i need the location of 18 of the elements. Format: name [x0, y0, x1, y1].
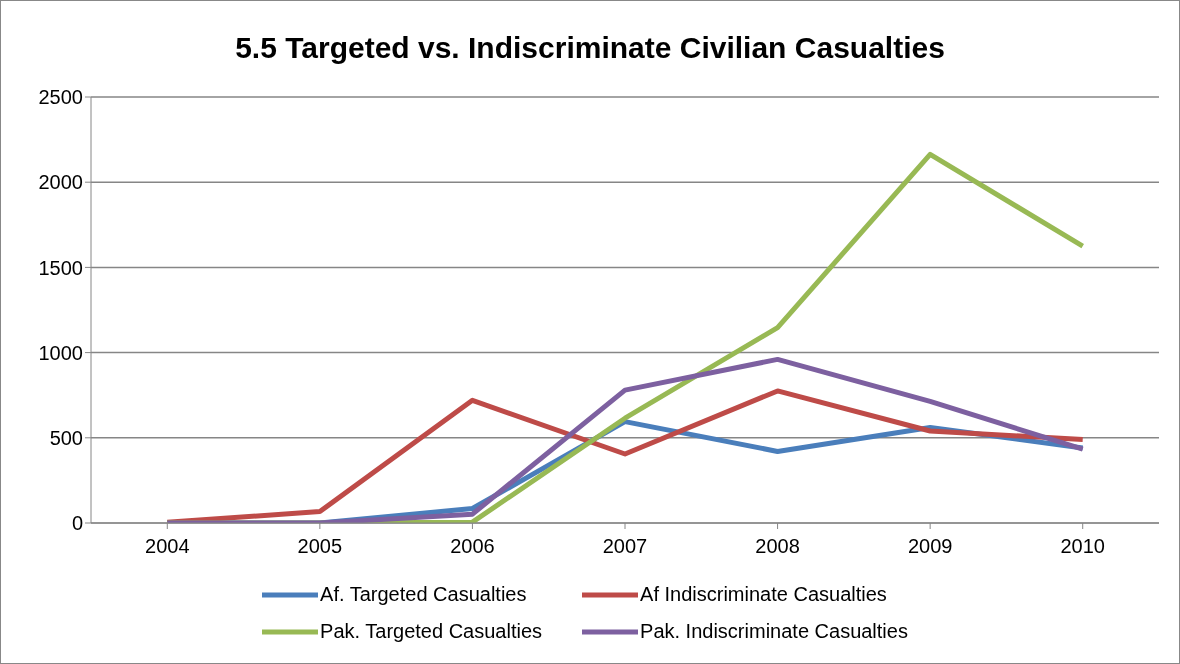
x-tick-label: 2008 [755, 535, 800, 557]
x-tick-label: 2006 [450, 535, 495, 557]
y-tick-label: 500 [49, 426, 83, 449]
legend-label: Af Indiscriminate Casualties [640, 583, 887, 606]
x-tick-label: 2004 [145, 535, 190, 557]
x-tick-label: 2005 [297, 535, 343, 557]
y-tick-label: 2500 [38, 86, 83, 109]
x-tick-label: 2009 [907, 535, 953, 557]
y-tick-label: 2000 [38, 171, 83, 194]
x-tick-label: 2007 [602, 535, 648, 557]
chart-title: 5.5 Targeted vs. Indiscriminate Civilian Casualties [234, 31, 946, 65]
y-tick-label: 1500 [38, 256, 83, 279]
legend-label: Af. Targeted Casualties [320, 583, 527, 606]
y-tick-label: 0 [71, 512, 83, 535]
legend-label: Pak. Indiscriminate Casualties [640, 620, 908, 643]
x-tick-label: 2010 [1060, 535, 1105, 557]
legend-label: Pak. Targeted Casualties [320, 620, 543, 643]
y-tick-label: 1000 [38, 341, 83, 364]
